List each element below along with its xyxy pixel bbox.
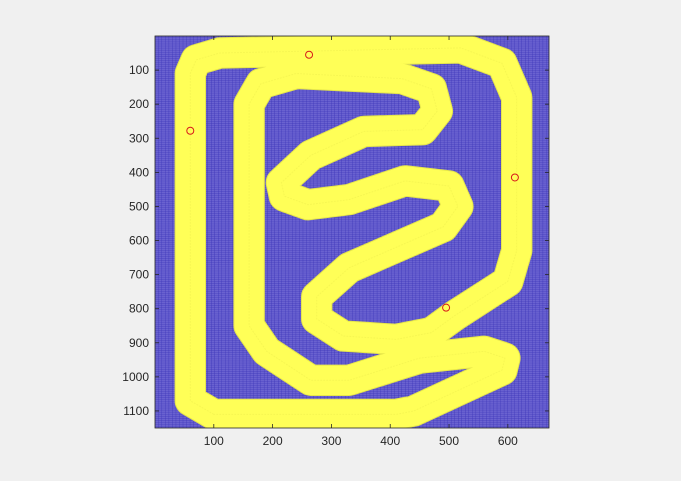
x-tick-label: 600 — [498, 434, 518, 448]
waypoint-marker — [305, 50, 314, 59]
x-axis-ticks: 100 200 300 400 500 600 — [204, 36, 518, 448]
x-tick-label: 200 — [263, 434, 283, 448]
y-tick-label: 1000 — [122, 370, 149, 384]
y-tick-label: 100 — [129, 63, 149, 77]
y-tick-label: 700 — [129, 268, 149, 282]
waypoint-marker — [186, 126, 195, 135]
plot-area — [155, 36, 549, 428]
y-tick-label: 900 — [129, 336, 149, 350]
race-track-grid-overlay — [189, 47, 518, 415]
y-tick-label: 400 — [129, 165, 149, 179]
y-axis-ticks: 100 200 300 400 500 600 700 800 900 1000 1100 — [122, 63, 549, 418]
x-tick-label: 100 — [204, 434, 224, 448]
x-tick-label: 500 — [439, 434, 459, 448]
race-track — [175, 36, 532, 428]
axes-box — [154, 35, 550, 429]
x-tick-label: 300 — [321, 434, 341, 448]
y-tick-label: 200 — [129, 97, 149, 111]
y-tick-label: 300 — [129, 131, 149, 145]
y-tick-label: 1100 — [123, 404, 149, 418]
y-tick-label: 600 — [129, 234, 149, 248]
waypoint-markers — [186, 50, 519, 312]
waypoint-marker — [442, 303, 451, 312]
x-tick-label: 400 — [380, 434, 400, 448]
y-tick-label: 800 — [129, 302, 149, 316]
waypoint-marker — [510, 173, 519, 182]
y-tick-label: 500 — [129, 199, 149, 213]
